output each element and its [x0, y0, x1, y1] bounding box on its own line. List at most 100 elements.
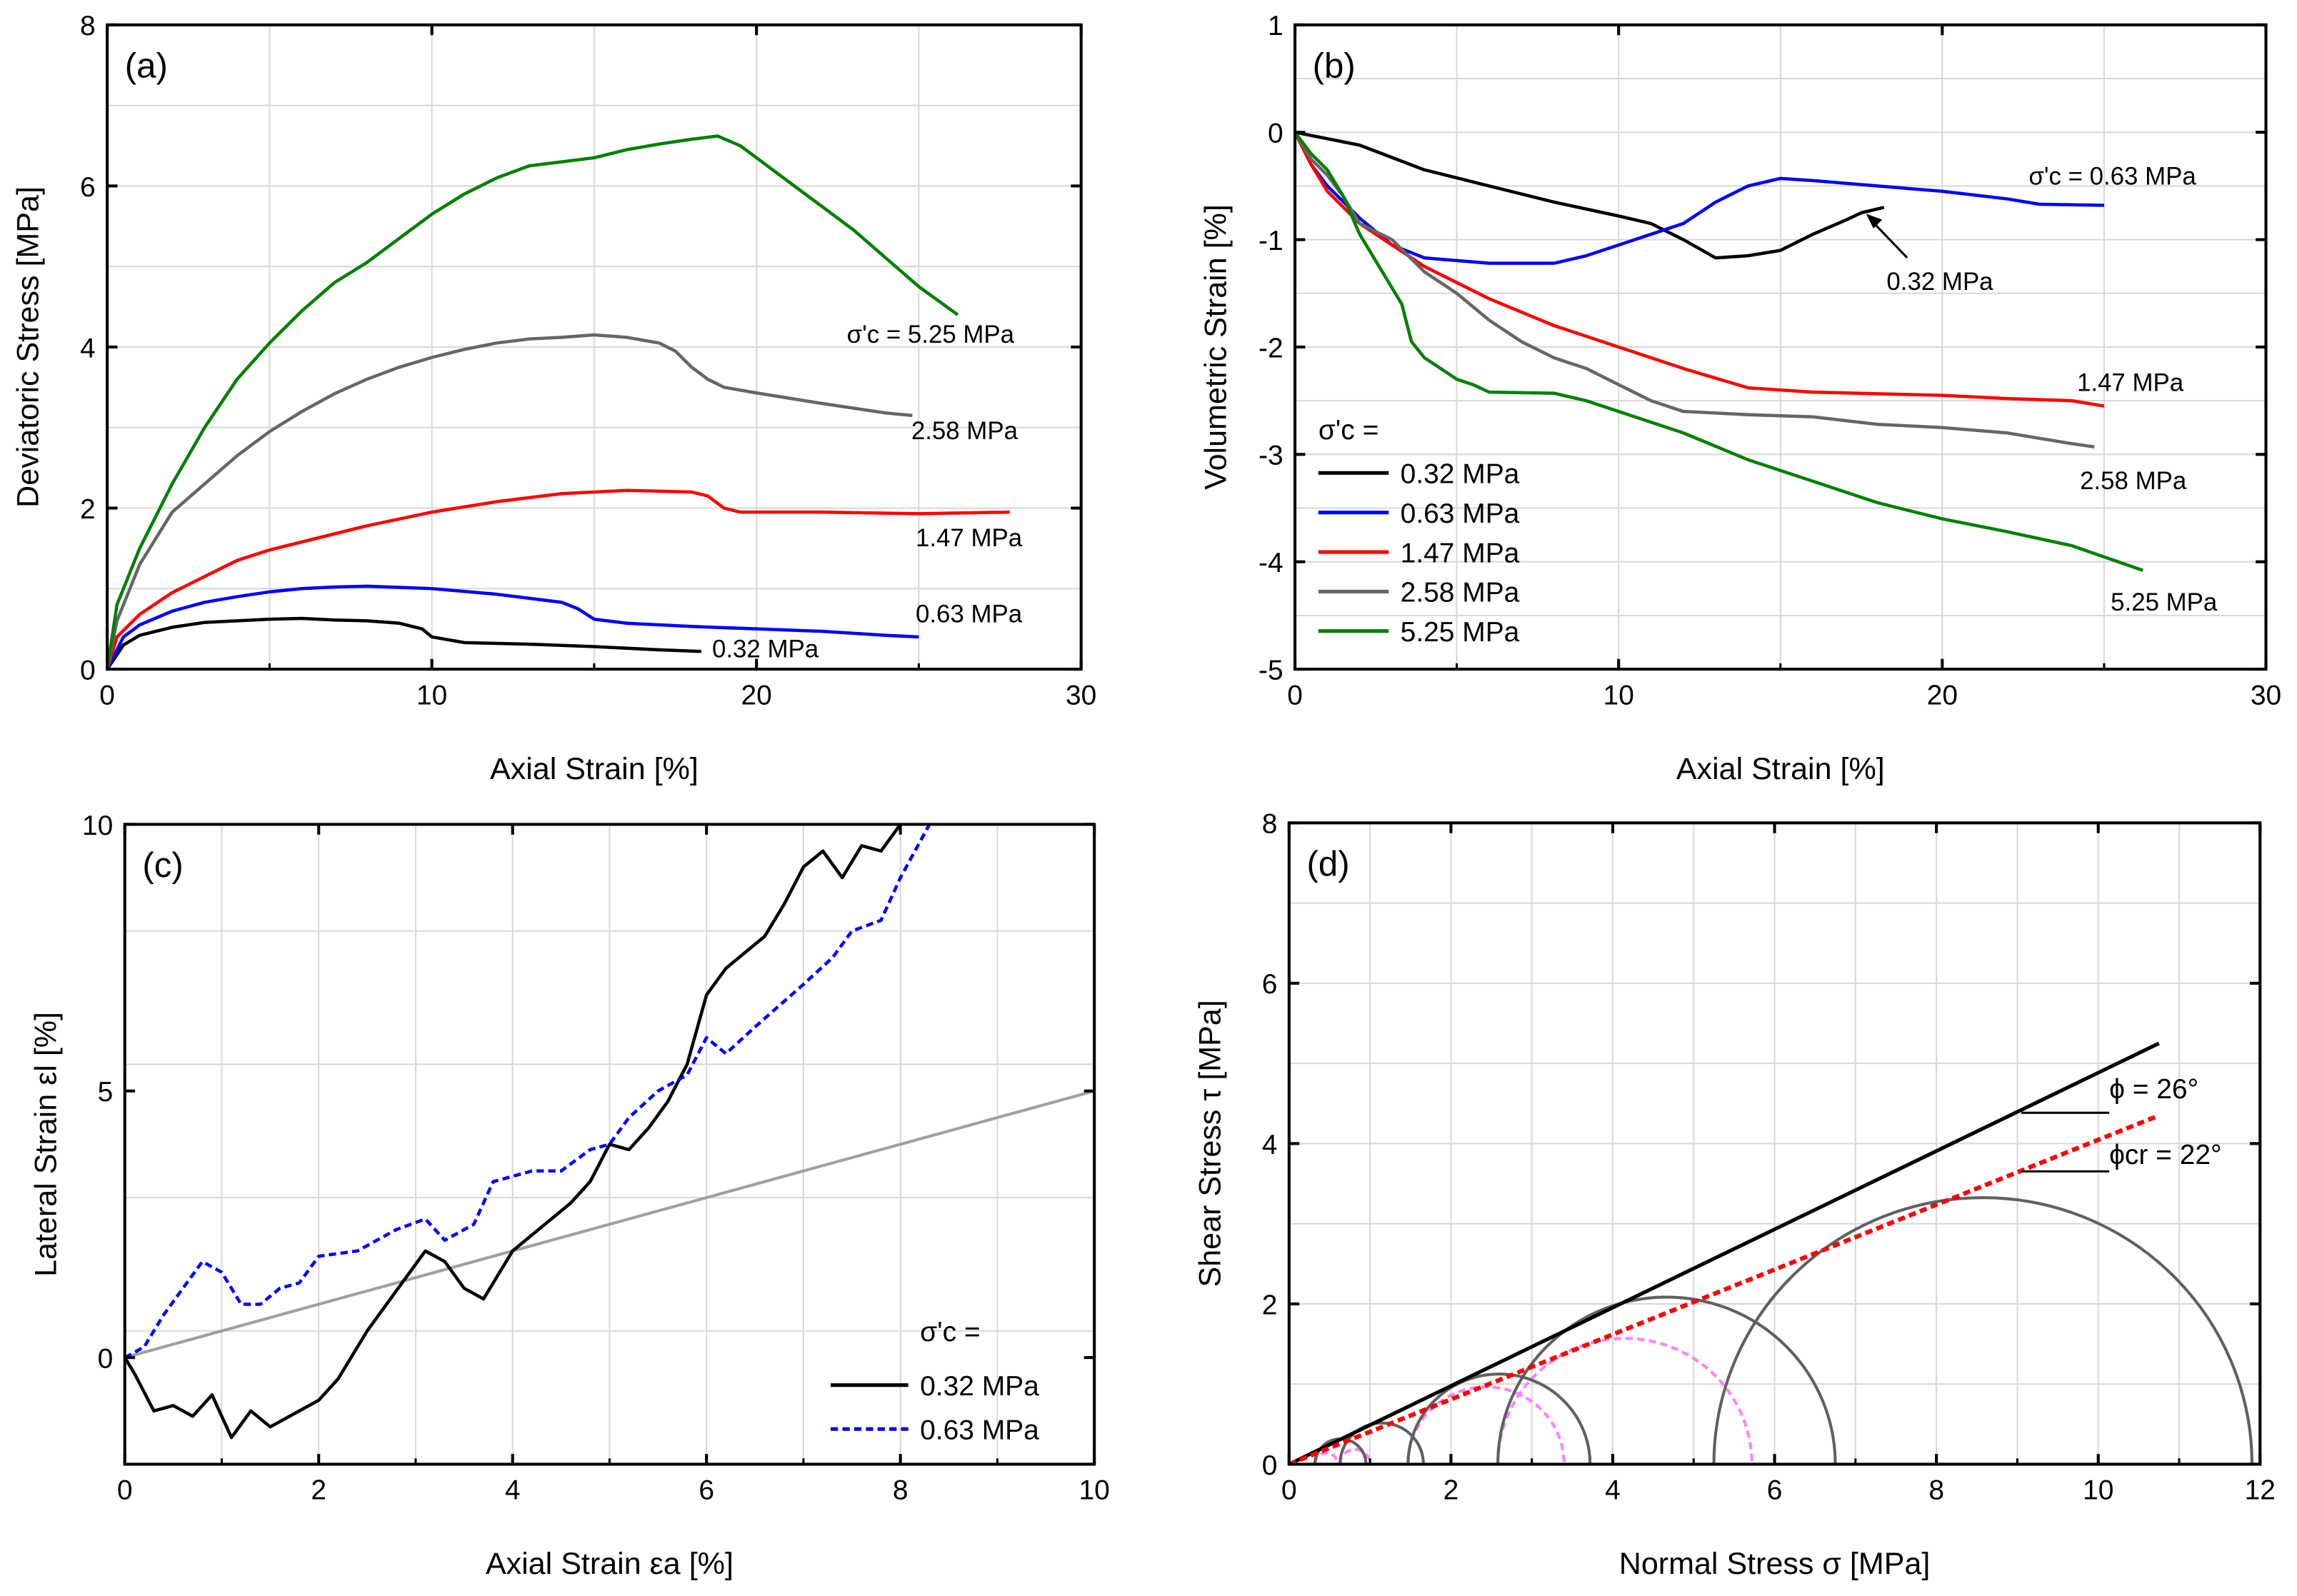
- series-label: σ'c = 5.25 MPa: [847, 321, 1015, 348]
- x-tick-label: 2: [1443, 1475, 1459, 1506]
- y-tick-label: 0: [98, 1343, 114, 1374]
- series-label: 0.63 MPa: [916, 600, 1023, 628]
- panel-label: (c): [142, 845, 183, 885]
- x-tick-label: 20: [741, 680, 772, 711]
- x-tick-label: 8: [1928, 1475, 1944, 1506]
- x-tick-label: 10: [1079, 1475, 1109, 1506]
- envelope-peak: [1288, 1041, 2160, 1465]
- mohr-circle-critical: [1406, 1385, 1566, 1465]
- series-label: 0.32 MPa: [1886, 268, 1993, 296]
- plot-area: [124, 824, 1095, 1440]
- legend-label: 0.32 MPa: [1401, 459, 1520, 490]
- series-line-1-47-mpa: [107, 488, 1010, 670]
- series-line-0-63-mpa: [107, 584, 919, 670]
- x-tick-label: 0: [117, 1475, 133, 1506]
- legend-label: 5.25 MPa: [1401, 617, 1520, 648]
- y-tick-label: -1: [1258, 226, 1283, 256]
- panel-d: 0 2 4 6 8 10 12 0 2 4 6 8 (d) Normal Stress σ [MPa] Sh…: [1193, 809, 2275, 1582]
- series-label: 2.58 MPa: [2080, 467, 2187, 495]
- y-tick-label: 4: [80, 333, 96, 363]
- series-line-2-58-mpa: [1295, 131, 2095, 449]
- x-tick-label: 10: [1603, 680, 1634, 711]
- series-line-0-32-mpa: [124, 824, 902, 1440]
- panel-a: 0 10 20 30 0 2 4 6 8 (a) Axial Strain [%] Deviatori…: [11, 11, 1097, 786]
- series-line-2-58-mpa: [107, 333, 913, 670]
- envelope-label-critical: ϕcr = 22°: [2109, 1140, 2222, 1170]
- series-line-5-25-mpa: [1295, 131, 2144, 572]
- y-tick-label: 6: [80, 172, 96, 203]
- legend-label: 0.32 MPa: [920, 1371, 1039, 1402]
- x-tick-label: 10: [416, 680, 447, 711]
- x-tick-label: 6: [699, 1475, 714, 1506]
- y-tick-label: 0: [1268, 119, 1283, 149]
- panel-c: 0 2 4 6 8 10 0 5 10 (c) Axial Strain εa [%] Lateral…: [29, 810, 1109, 1581]
- legend-label: 0.63 MPa: [1401, 498, 1520, 529]
- arrow-line: [1869, 219, 1908, 259]
- arrow-head-icon: [1866, 214, 1883, 229]
- x-axis-label: Axial Strain [%]: [1676, 752, 1885, 786]
- y-tick-label: -3: [1258, 441, 1283, 471]
- x-tick-label: 8: [893, 1475, 909, 1506]
- y-axis-label: Shear Stress τ [MPa]: [1193, 1000, 1227, 1287]
- y-tick-label: 5: [98, 1077, 114, 1108]
- x-tick-label: 12: [2245, 1475, 2276, 1506]
- series-line-0-32-mpa: [1295, 131, 1885, 260]
- y-tick-label: 0: [80, 655, 96, 686]
- x-tick-label: 10: [2083, 1475, 2113, 1506]
- mohr-circle-peak: [1714, 1198, 2252, 1464]
- y-tick-label: 0: [1262, 1450, 1278, 1481]
- mohr-circle-peak: [1338, 1421, 1425, 1465]
- y-tick-label: -5: [1258, 655, 1283, 686]
- x-axis-label: Axial Strain εa [%]: [486, 1547, 734, 1581]
- y-tick-label: -2: [1258, 333, 1283, 363]
- series-line-0-63-mpa: [1295, 131, 2104, 265]
- legend-label: 1.47 MPa: [1401, 538, 1520, 568]
- series-label: 1.47 MPa: [916, 524, 1023, 552]
- series-label: 0.32 MPa: [712, 636, 819, 663]
- y-tick-label: 10: [82, 810, 113, 841]
- series-line-reference-line: [124, 1089, 1095, 1360]
- y-tick-label: 8: [1262, 809, 1278, 840]
- y-tick-label: 8: [80, 11, 96, 41]
- panel-label: (d): [1306, 844, 1349, 883]
- mohr-circle-critical: [1496, 1337, 1753, 1465]
- series-label: σ'c = 0.63 MPa: [2028, 162, 2196, 190]
- series-line-0-32-mpa: [107, 616, 701, 670]
- x-tick-label: 0: [99, 680, 115, 711]
- panel-label: (a): [125, 46, 168, 86]
- x-tick-label: 30: [2251, 680, 2281, 711]
- panel-b: 0 10 20 30 -5 -4 -3 -2 -1 0 1 (b) Axial Strain [%] Vo…: [1199, 11, 2281, 786]
- x-tick-label: 4: [1605, 1475, 1621, 1506]
- x-tick-label: 6: [1767, 1475, 1783, 1506]
- y-tick-label: 2: [1262, 1290, 1278, 1320]
- plot-area: [107, 134, 1010, 670]
- y-tick-label: 6: [1262, 969, 1278, 1000]
- x-tick-label: 2: [311, 1475, 326, 1506]
- y-axis-label: Volumetric Strain [%]: [1199, 204, 1233, 490]
- series-line-5-25-mpa: [107, 134, 959, 670]
- mohr-circle-peak: [1496, 1295, 1837, 1465]
- x-axis-label: Axial Strain [%]: [490, 752, 699, 786]
- x-tick-label: 4: [505, 1475, 521, 1506]
- legend-title: σ'c =: [1318, 415, 1378, 446]
- y-tick-label: 1: [1268, 11, 1283, 41]
- legend-label: 0.63 MPa: [920, 1415, 1039, 1446]
- x-axis-label: Normal Stress σ [MPa]: [1619, 1547, 1931, 1581]
- y-axis-label: Lateral Strain εl [%]: [29, 1012, 63, 1277]
- y-tick-label: -4: [1258, 548, 1283, 578]
- series-line-0-63-mpa: [124, 824, 931, 1360]
- x-tick-label: 0: [1287, 680, 1303, 711]
- mohr-circle-peak: [1406, 1372, 1592, 1465]
- plot-area: [1288, 1041, 2252, 1465]
- legend-label: 2.58 MPa: [1401, 578, 1520, 608]
- plot-area: [1295, 131, 2144, 572]
- x-tick-label: 0: [1281, 1475, 1297, 1506]
- series-label: 2.58 MPa: [911, 417, 1019, 445]
- series-line-1-47-mpa: [1295, 131, 2105, 408]
- y-tick-label: 2: [80, 494, 96, 525]
- panel-label: (b): [1313, 46, 1356, 86]
- y-tick-label: 4: [1262, 1130, 1278, 1160]
- y-axis-label: Deviatoric Stress [MPa]: [11, 186, 46, 508]
- series-label: 1.47 MPa: [2077, 368, 2184, 396]
